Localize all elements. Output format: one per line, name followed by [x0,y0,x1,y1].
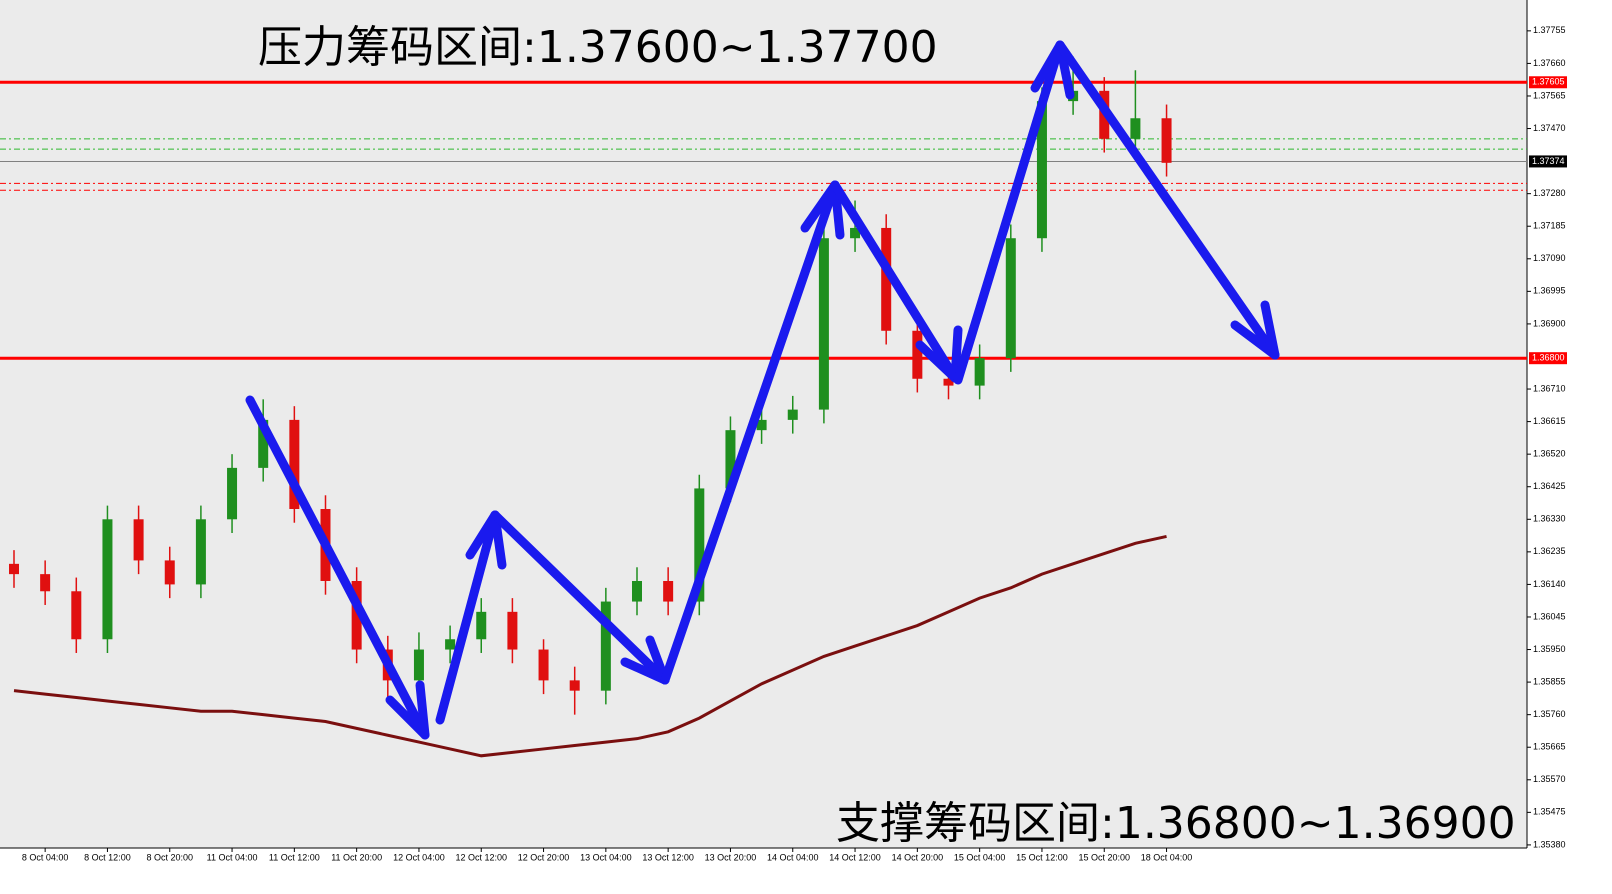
candle-body [133,519,144,561]
y-tick-label: 1.37755 [1533,25,1566,35]
y-tick-label: 1.35665 [1533,742,1566,752]
y-tick-label: 1.35570 [1533,774,1566,784]
x-tick-label: 18 Oct 04:00 [1141,852,1193,862]
candle-body [195,519,206,585]
x-tick-label: 15 Oct 20:00 [1078,852,1130,862]
y-tick-label: 1.36615 [1533,416,1566,426]
y-tick-label: 1.37090 [1533,253,1566,263]
arrow-head [385,680,430,740]
candle-body [756,419,767,431]
price-label: 1.37374 [1532,156,1565,166]
y-tick-label: 1.36900 [1533,318,1566,328]
x-tick-label: 13 Oct 04:00 [580,852,632,862]
candle-body [289,419,300,510]
y-tick-label: 1.36045 [1533,611,1566,621]
candle-body [40,574,51,592]
moving-average [13,534,1167,758]
arrow [435,510,500,725]
price-label: 1.36800 [1532,353,1565,363]
price-label-box [1529,352,1567,365]
arrow [245,395,430,740]
x-tick-label: 13 Oct 12:00 [642,852,694,862]
price-label-box [1529,155,1567,168]
arrow [953,40,1065,385]
x-tick-label: 8 Oct 20:00 [146,852,193,862]
y-tick-label: 1.35380 [1533,839,1566,849]
x-tick-label: 11 Oct 04:00 [207,852,258,862]
candle-body [507,611,518,650]
price-label: 1.37605 [1532,77,1565,87]
x-tick-label: 11 Oct 20:00 [331,852,382,862]
candle-body [725,430,736,489]
price-label-box [1529,76,1567,89]
x-tick-label: 15 Oct 04:00 [954,852,1006,862]
y-tick-label: 1.37660 [1533,58,1566,68]
candle-body [818,238,829,410]
y-tick-label: 1.35950 [1533,644,1566,654]
candle-body [351,580,362,650]
y-tick-label: 1.36140 [1533,579,1566,589]
candle-body [258,419,269,468]
y-tick-label: 1.37185 [1533,221,1566,231]
arrow [830,180,960,383]
candle-body [445,639,456,650]
y-tick-label: 1.37280 [1533,188,1566,198]
trend-arrows [245,40,1280,740]
candle-body [600,601,611,691]
y-tick-label: 1.35760 [1533,709,1566,719]
arrow [660,180,840,685]
x-tick-label: 14 Oct 20:00 [892,852,944,862]
y-tick-label: 1.36520 [1533,449,1566,459]
candle-body [1036,101,1047,239]
arrow-head [1230,300,1280,360]
y-tick-label: 1.36235 [1533,546,1566,556]
candle-body [413,649,424,681]
candle-body [164,560,175,585]
x-tick-label: 12 Oct 04:00 [393,852,445,862]
candle-body [1005,238,1016,359]
candle-body [850,227,861,239]
x-tick-label: 8 Oct 12:00 [84,852,131,862]
candle-body [538,649,549,681]
x-tick-label: 14 Oct 04:00 [767,852,819,862]
x-tick-label: 13 Oct 20:00 [705,852,757,862]
y-tick-label: 1.37565 [1533,90,1566,100]
candle-body [9,563,19,575]
arrow [490,510,670,685]
candle-body [476,611,487,640]
arrow [1055,40,1280,360]
candle-body [71,591,82,640]
candle-body [632,580,642,602]
x-tick-label: 12 Oct 12:00 [455,852,507,862]
y-tick-label: 1.36995 [1533,286,1566,296]
y-tick-label: 1.37470 [1533,123,1566,133]
x-tick-label: 15 Oct 12:00 [1016,852,1068,862]
x-tick-label: 14 Oct 12:00 [829,852,881,862]
candle-body [694,488,705,602]
y-tick-label: 1.36425 [1533,481,1566,491]
candle-body [569,680,580,691]
candle-body [974,358,985,386]
x-tick-label: 8 Oct 04:00 [22,852,69,862]
candle-body [1161,118,1172,163]
candle-body [787,409,798,420]
support-annotation: 支撑筹码区间:1.36800~1.36900 [836,798,1516,849]
candle-body [227,467,238,520]
y-tick-label: 1.36330 [1533,514,1566,524]
candle-body [663,580,674,602]
y-tick-label: 1.35855 [1533,676,1566,686]
x-tick-label: 11 Oct 12:00 [269,852,320,862]
y-tick-label: 1.36710 [1533,383,1566,393]
candle-body [943,378,954,386]
candle-body [881,227,892,331]
candle-body [102,519,113,640]
resistance-annotation: 压力筹码区间:1.37600~1.37700 [258,22,938,73]
marks [0,56,1527,758]
candle-body [912,330,923,379]
x-tick-label: 12 Oct 20:00 [518,852,570,862]
candle-body [1130,118,1141,139]
y-tick-label: 1.35475 [1533,807,1566,817]
